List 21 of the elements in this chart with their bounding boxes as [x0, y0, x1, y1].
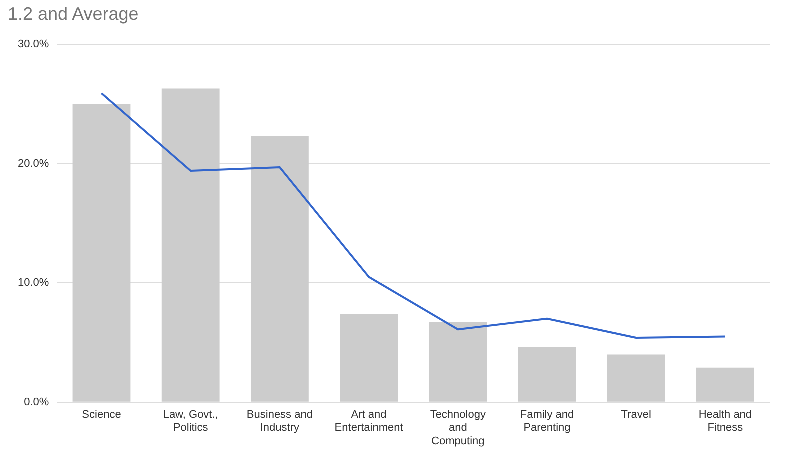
bar [250, 136, 309, 402]
bar [696, 368, 754, 402]
y-tick-label: 20.0% [18, 158, 50, 170]
chart-title: 1.2 and Average [8, 4, 139, 25]
x-tick-label: Family and Parenting [520, 409, 574, 434]
x-tick-label: Business and Industry [246, 409, 313, 434]
bar [518, 348, 576, 402]
y-tick-label: 30.0% [18, 38, 50, 51]
bar [72, 104, 131, 402]
x-tick-label: Science [82, 409, 122, 422]
y-tick-label: 0.0% [24, 396, 50, 408]
x-tick-label: Travel [621, 409, 652, 422]
bar [162, 88, 220, 402]
x-tick-label: Health and Fitness [698, 409, 752, 434]
x-tick-label: Technology and Computing [430, 409, 486, 448]
x-tick-label: Law, Govt., Politics [163, 409, 218, 434]
bar [607, 354, 666, 402]
y-tick-label: 10.0% [18, 277, 50, 290]
bar [429, 322, 488, 402]
bar [340, 314, 398, 402]
x-tick-label: Art and Entertainment [334, 409, 404, 434]
